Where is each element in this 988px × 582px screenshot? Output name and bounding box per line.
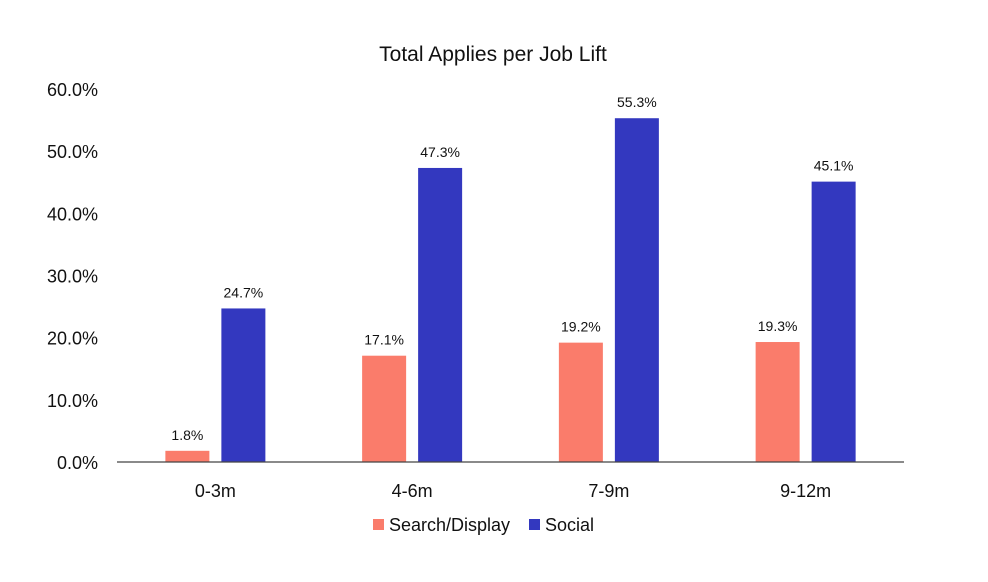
y-tick-label: 0.0%	[57, 453, 98, 473]
legend-swatch	[373, 519, 384, 530]
bar-search-display-4-6m	[362, 355, 407, 462]
data-label: 47.3%	[420, 144, 460, 160]
y-tick-label: 10.0%	[47, 391, 98, 411]
y-axis: 0.0% 10.0% 20.0% 30.0% 40.0% 50.0% 60.0%	[47, 80, 98, 473]
bar-search-display-7-9m	[558, 342, 603, 462]
x-axis: 0-3m 4-6m 7-9m 9-12m	[117, 461, 904, 501]
y-tick-label: 30.0%	[47, 267, 98, 287]
legend-label: Social	[545, 515, 594, 535]
bar-social-4-6m	[418, 167, 463, 462]
bar-social-7-9m	[614, 118, 659, 463]
bar-search-display-0-3m	[165, 450, 210, 462]
legend-swatch	[529, 519, 540, 530]
data-label: 45.1%	[814, 158, 854, 174]
x-tick-label: 7-9m	[588, 481, 629, 501]
bar-search-display-9-12m	[755, 342, 800, 462]
legend-label: Search/Display	[389, 515, 510, 535]
x-tick-label: 9-12m	[780, 481, 831, 501]
chart-title: Total Applies per Job Lift	[379, 43, 607, 66]
y-tick-label: 20.0%	[47, 329, 98, 349]
data-label: 1.8%	[171, 427, 203, 443]
data-labels-group: 1.8% 24.7% 17.1% 47.3% 19.2% 55.3% 19.3% 45.1%	[171, 94, 853, 443]
bar-social-0-3m	[221, 308, 266, 462]
bars-group	[165, 118, 856, 463]
x-tick-label: 4-6m	[392, 481, 433, 501]
data-label: 17.1%	[364, 332, 404, 348]
legend: Search/Display Social	[373, 515, 594, 535]
data-label: 19.3%	[758, 318, 798, 334]
x-tick-label: 0-3m	[195, 481, 236, 501]
data-label: 24.7%	[224, 284, 264, 300]
y-tick-label: 50.0%	[47, 142, 98, 162]
y-tick-label: 40.0%	[47, 204, 98, 224]
y-tick-label: 60.0%	[47, 80, 98, 100]
data-label: 55.3%	[617, 94, 657, 110]
data-label: 19.2%	[561, 319, 601, 335]
bar-social-9-12m	[811, 181, 856, 462]
